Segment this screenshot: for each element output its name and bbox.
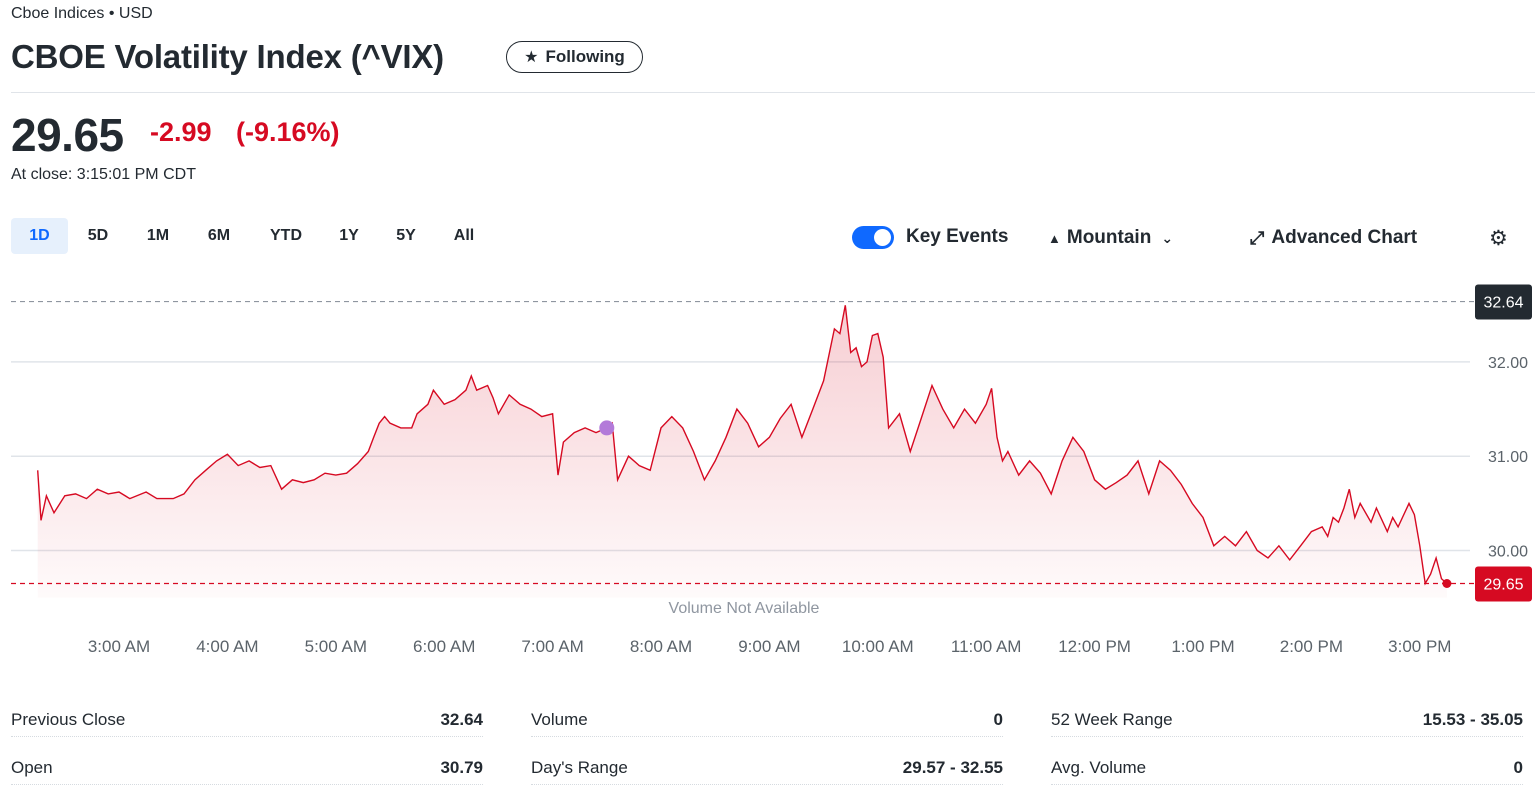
range-tab-5d[interactable]: 5D <box>87 227 109 244</box>
range-tab-all[interactable]: All <box>453 227 475 244</box>
x-tick-label: 10:00 AM <box>842 637 914 656</box>
range-tab-6m[interactable]: 6M <box>207 227 231 244</box>
x-tick-label: 2:00 PM <box>1280 637 1343 656</box>
last-price-badge <box>1475 566 1532 602</box>
advanced-chart-button[interactable]: ⤢ Advanced Chart <box>1250 227 1417 249</box>
key-events-label: Key Events <box>906 226 1009 247</box>
price-change-percent: (-9.16%) <box>236 117 340 147</box>
stat-label: 52 Week Range <box>1051 709 1173 729</box>
stat-label: Volume <box>531 709 588 729</box>
expand-icon: ⤢ <box>1250 227 1265 248</box>
range-tab-5y[interactable]: 5Y <box>396 227 416 244</box>
x-tick-label: 12:00 PM <box>1058 637 1131 656</box>
price-line <box>37 305 1448 586</box>
key-event-marker[interactable] <box>599 420 615 436</box>
x-tick-label: 9:00 AM <box>738 637 800 656</box>
stat-row: Volume 0 <box>531 703 1003 737</box>
star-icon: ★ <box>524 49 539 66</box>
x-tick-label: 5:00 AM <box>305 637 367 656</box>
volume-note: Volume Not Available <box>669 600 820 617</box>
price-area <box>37 305 1447 598</box>
stat-value: 32.64 <box>440 709 483 729</box>
following-label: Following <box>545 47 625 66</box>
current-price: 29.65 <box>11 109 124 161</box>
exchange-label: Cboe Indices • USD <box>11 5 153 22</box>
stat-label: Day's Range <box>531 757 628 777</box>
last-price-point <box>1442 579 1452 589</box>
price-chart[interactable]: 30.00 31.00 32.00 32.64 29.65 3:00 AM 4:00 AM… <box>0 280 1537 680</box>
stat-value: 29.57 - 32.55 <box>902 757 1003 777</box>
range-tab-ytd[interactable]: YTD <box>270 227 302 244</box>
stat-row: Open 30.79 <box>11 751 483 785</box>
range-tabs: 1D 5D 1M 6M YTD 1Y 5Y All <box>11 218 492 254</box>
stat-row: Avg. Volume 0 <box>1051 751 1523 785</box>
mountain-icon: ▲ <box>1048 230 1061 246</box>
price-change: -2.99 <box>150 117 212 147</box>
x-tick-label: 6:00 AM <box>413 637 475 656</box>
range-tab-1d[interactable]: 1D <box>11 218 68 254</box>
x-tick-label: 1:00 PM <box>1171 637 1234 656</box>
prev-close-badge <box>1475 284 1532 320</box>
last-price-label: 29.65 <box>1483 577 1523 594</box>
following-button[interactable]: ★ Following <box>506 41 643 73</box>
y-tick-label: 32.00 <box>1488 355 1528 372</box>
stat-value: 0 <box>993 709 1003 729</box>
toggle-knob <box>874 229 891 246</box>
x-tick-label: 11:00 AM <box>951 637 1022 656</box>
stat-label: Previous Close <box>11 709 126 729</box>
range-tab-1y[interactable]: 1Y <box>339 227 359 244</box>
advanced-chart-label: Advanced Chart <box>1271 227 1418 248</box>
header-divider <box>11 92 1535 93</box>
x-tick-label: 7:00 AM <box>521 637 583 656</box>
stat-row: Previous Close 32.64 <box>11 703 483 737</box>
chart-type-dropdown[interactable]: ▲ Mountain ⌄ <box>1048 227 1173 249</box>
chart-type-label: Mountain <box>1066 227 1152 248</box>
x-tick-label: 8:00 AM <box>630 637 692 656</box>
chevron-down-icon: ⌄ <box>1161 229 1174 246</box>
x-tick-label: 3:00 AM <box>88 637 150 656</box>
range-tab-1m[interactable]: 1M <box>146 227 170 244</box>
close-time: At close: 3:15:01 PM CDT <box>11 166 196 183</box>
x-tick-label: 4:00 AM <box>196 637 258 656</box>
y-tick-label: 31.00 <box>1488 449 1528 466</box>
stat-value: 0 <box>1513 757 1523 777</box>
stat-row: 52 Week Range 15.53 - 35.05 <box>1051 703 1523 737</box>
x-tick-label: 3:00 PM <box>1388 637 1451 656</box>
y-tick-label: 30.00 <box>1488 544 1528 561</box>
stat-row: Day's Range 29.57 - 32.55 <box>531 751 1003 785</box>
gear-icon[interactable]: ⚙ <box>1489 227 1508 250</box>
stat-label: Open <box>11 757 53 777</box>
stat-value: 30.79 <box>440 757 483 777</box>
prev-close-label: 32.64 <box>1483 295 1523 312</box>
stat-value: 15.53 - 35.05 <box>1422 709 1523 729</box>
key-events-toggle[interactable] <box>852 226 894 249</box>
page-title: CBOE Volatility Index (^VIX) <box>11 38 444 75</box>
stat-label: Avg. Volume <box>1051 757 1147 777</box>
